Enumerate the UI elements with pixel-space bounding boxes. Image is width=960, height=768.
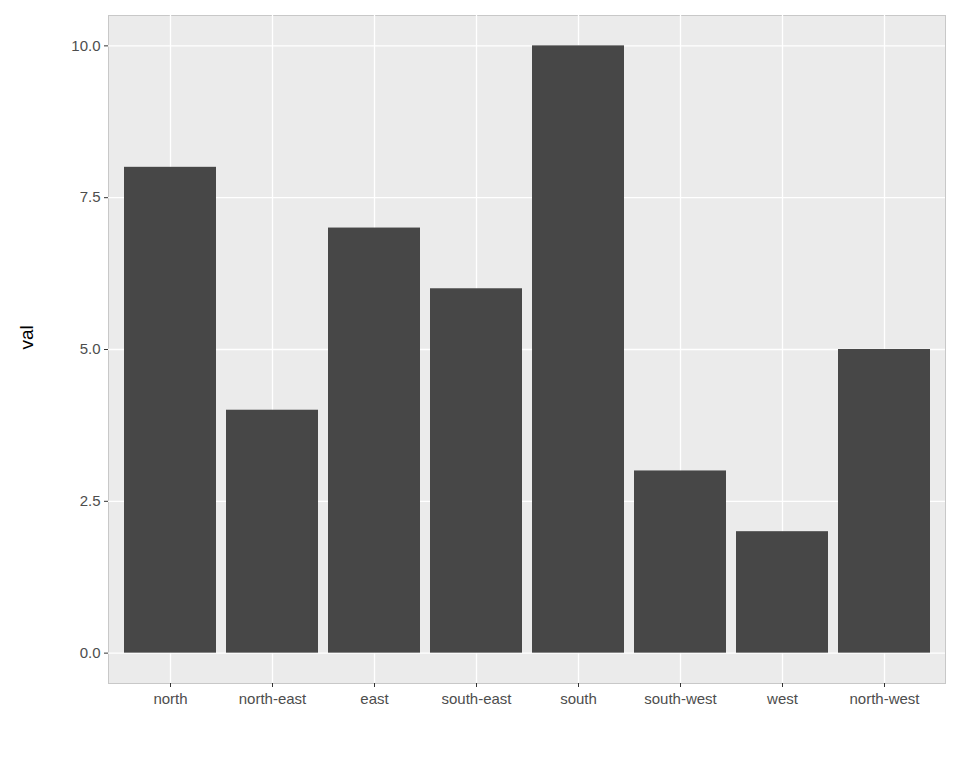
svg-text:north-east: north-east (239, 690, 307, 707)
svg-text:5.0: 5.0 (80, 340, 101, 357)
svg-text:10.0: 10.0 (71, 37, 100, 54)
svg-text:7.5: 7.5 (80, 188, 101, 205)
svg-text:west: west (766, 690, 799, 707)
svg-text:north-west: north-west (849, 690, 920, 707)
svg-text:north: north (153, 690, 187, 707)
svg-text:south-west: south-west (644, 690, 717, 707)
svg-text:2.5: 2.5 (80, 492, 101, 509)
svg-text:east: east (360, 690, 389, 707)
svg-text:0.0: 0.0 (80, 644, 101, 661)
svg-text:south-east: south-east (441, 690, 512, 707)
svg-text:val: val (16, 325, 37, 349)
svg-text:south: south (560, 690, 597, 707)
